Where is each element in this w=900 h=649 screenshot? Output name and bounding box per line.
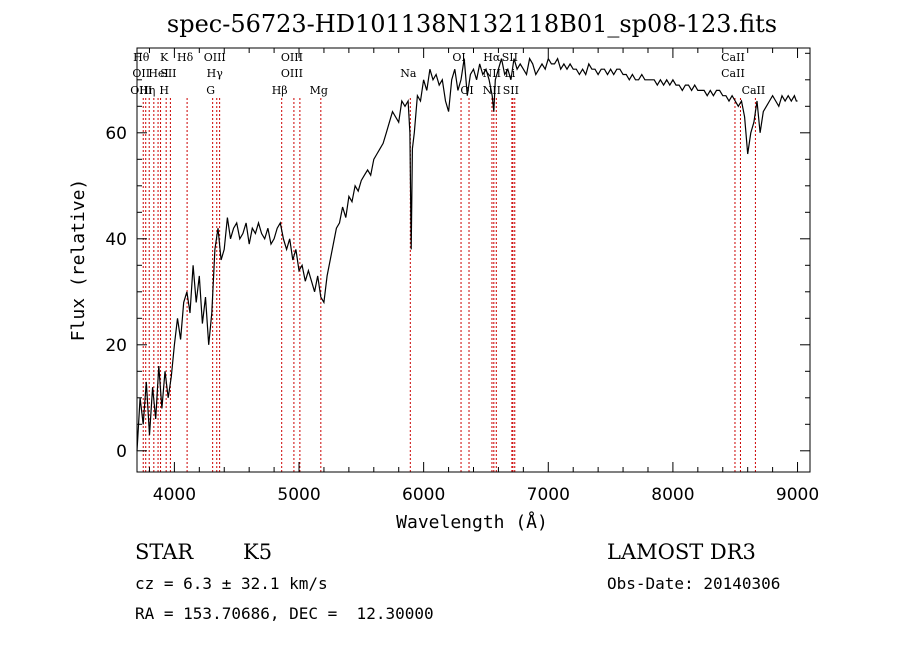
x-tick-label-4000: 4000 xyxy=(153,485,196,505)
line-label-9-low: G xyxy=(206,84,215,97)
y-axis-ticks: 0 20 40 60 xyxy=(105,52,810,462)
line-label-5-mid: HeI xyxy=(148,67,168,80)
spectral-subclass: K5 xyxy=(243,540,273,564)
line-label-8-top: Hδ xyxy=(177,51,194,64)
line-label-20-top: Hα xyxy=(483,51,501,64)
line-label-15-low: Mg xyxy=(310,84,328,97)
line-label-17-top: OI xyxy=(452,51,465,64)
x-tick-label-6000: 6000 xyxy=(402,485,445,505)
line-label-7-mid: SII xyxy=(160,67,176,80)
y-tick-label-20: 20 xyxy=(105,336,127,356)
line-label-2-low: Hη xyxy=(139,84,155,97)
x-tick-label-7000: 7000 xyxy=(527,485,570,505)
x-tick-label-8000: 8000 xyxy=(651,485,694,505)
line-label-23-low: SII xyxy=(503,84,519,97)
x-tick-label-9000: 9000 xyxy=(776,485,819,505)
line-label-13-mid: OIII xyxy=(281,67,303,80)
y-tick-label-60: 60 xyxy=(105,124,127,144)
line-label-0-low: OIII xyxy=(130,84,152,97)
line-label-25-mid: CaII xyxy=(721,67,745,80)
y-tick-label-40: 40 xyxy=(105,230,127,250)
line-label-16-mid: Na xyxy=(400,67,417,80)
redshift-readout: cz = 6.3 ± 32.1 km/s xyxy=(135,574,328,593)
survey-name: LAMOST DR3 xyxy=(607,540,756,564)
coordinates-readout: RA = 153.70686, DEC = 12.30000 xyxy=(135,604,434,623)
line-label-27-low: CaII xyxy=(742,84,766,97)
chart-title: spec-56723-HD101138N132118B01_sp08-123.f… xyxy=(167,10,777,38)
y-axis-label: Flux (relative) xyxy=(68,179,89,342)
spectrum-series-line xyxy=(136,56,798,451)
observation-date: Obs-Date: 20140306 xyxy=(607,574,781,593)
x-axis-ticks: 4000 5000 6000 7000 8000 9000 xyxy=(148,48,819,505)
line-label-20-low: NII xyxy=(483,84,501,97)
plot-frame xyxy=(136,47,811,473)
line-label-10-top: OIII xyxy=(204,51,226,64)
x-axis-label: Wavelength (Å) xyxy=(396,511,548,533)
y-tick-label-0: 0 xyxy=(116,442,127,462)
line-label-6-low: H xyxy=(159,84,169,97)
line-label-13-top: OIII xyxy=(281,51,303,64)
emission-line-labels: HθOIIOIIIHηHeIKHSIIHδGOIIIHγHβOIIIOIIIMg… xyxy=(130,51,765,97)
line-label-10-mid: Hγ xyxy=(207,67,224,80)
emission-line-markers xyxy=(142,98,756,472)
line-label-12-low: Hβ xyxy=(272,84,288,97)
object-type: STAR xyxy=(135,540,194,564)
line-label-6-top: K xyxy=(160,51,169,64)
x-tick-label-5000: 5000 xyxy=(277,485,320,505)
line-label-22-mid: Li xyxy=(504,67,515,80)
line-label-25-top: CaII xyxy=(721,51,745,64)
